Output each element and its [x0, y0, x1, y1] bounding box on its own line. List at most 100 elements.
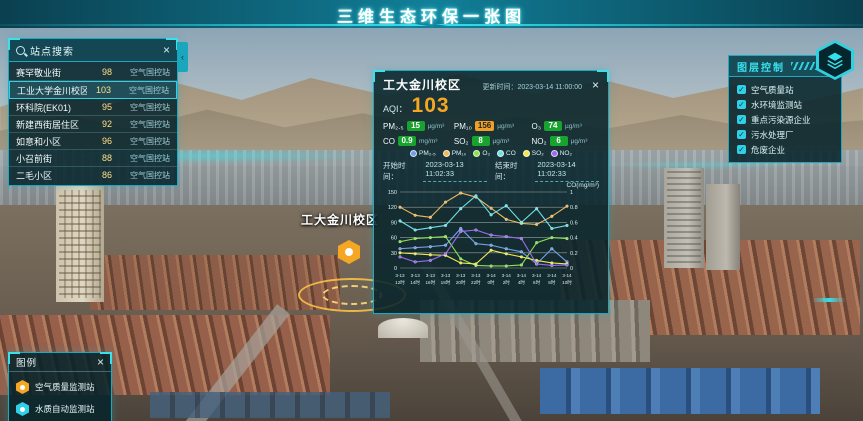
station-aqi-value: 98: [101, 67, 112, 77]
svg-text:3-14: 3-14: [547, 273, 557, 278]
station-aqi-value: 88: [101, 153, 112, 163]
svg-text:14时: 14时: [410, 279, 420, 285]
close-icon[interactable]: ×: [96, 355, 104, 369]
layer-panel-title: 图层控制: [737, 62, 785, 74]
layer-toggle-item[interactable]: ✓ 污水处理厂: [737, 127, 833, 142]
svg-text:3-13: 3-13: [426, 273, 436, 278]
station-type: 空气国控站: [130, 136, 170, 146]
svg-text:0.4: 0.4: [570, 236, 578, 242]
end-time-value[interactable]: 2023-03-14 11:02:33: [535, 160, 599, 182]
legend-series-name: PM₁₀: [451, 150, 467, 157]
time-range-row: 开始时间： 2023-03-13 11:02:33 结束时间： 2023-03-14…: [383, 160, 599, 182]
svg-text:22时: 22时: [471, 279, 481, 285]
aqi-value: 103: [411, 94, 450, 117]
station-panel-header: 站点搜索 ×: [9, 39, 177, 62]
station-type: 空气国控站: [130, 102, 170, 112]
chart-legend-item[interactable]: PM₂.₅: [409, 150, 436, 157]
dome-building: [378, 318, 428, 338]
legend-series-name: NO₂: [559, 150, 572, 157]
pollutant-label: PM₁₀: [453, 121, 472, 131]
layer-list: ✓ 空气质量站 ✓ 水环境监测站 ✓ 重点污染源企业 ✓ 污水处理厂 ✓ 危废企业: [729, 77, 841, 157]
station-hex-icon: [16, 380, 29, 394]
chart-legend-item[interactable]: NO₂: [550, 150, 572, 157]
station-row[interactable]: 新建西街居住区 92 空气国控站: [9, 116, 177, 133]
pollutant-cell: SO₂ 8 µg/m³: [454, 136, 532, 146]
svg-text:150: 150: [388, 190, 397, 196]
svg-text:3-14: 3-14: [562, 273, 572, 278]
svg-text:6时: 6时: [533, 279, 541, 285]
end-time-label: 结束时间：: [495, 161, 518, 181]
pollutant-unit: µg/m³: [492, 137, 510, 145]
checkbox-checked-icon[interactable]: ✓: [737, 100, 746, 109]
layer-toggle-item[interactable]: ✓ 水环境监测站: [737, 97, 833, 112]
svg-text:0: 0: [394, 266, 397, 272]
layer-toggle-item[interactable]: ✓ 空气质量站: [737, 82, 833, 97]
layer-label: 空气质量站: [751, 84, 794, 95]
close-icon[interactable]: ×: [591, 78, 599, 92]
svg-text:2时: 2时: [503, 279, 511, 285]
station-name: 二毛小区: [16, 170, 53, 181]
pollutant-unit: mg/m³: [419, 137, 438, 145]
air-quality-popup: 工大金川校区 更新时间：2023-03-14 11:00:00 × AQI： 1…: [373, 70, 609, 314]
station-row[interactable]: 工业大学金川校区 103 空气国控站: [9, 81, 177, 99]
legend-color-dot: [497, 150, 505, 157]
layer-toggle-item[interactable]: ✓ 重点污染源企业: [737, 112, 833, 127]
legend-series-name: CO: [506, 150, 516, 157]
svg-text:3-13: 3-13: [471, 273, 481, 278]
apartment-blocks: [90, 255, 340, 310]
pollutant-cell: PM₂.₅ 15 µg/m³: [383, 121, 454, 131]
checkbox-checked-icon[interactable]: ✓: [737, 145, 746, 154]
checkbox-checked-icon[interactable]: ✓: [737, 85, 746, 94]
svg-text:16时: 16时: [426, 279, 436, 285]
station-row[interactable]: 环科院(EK01) 95 空气国控站: [9, 99, 177, 116]
title-decor-line-left: [0, 24, 428, 26]
station-name: 工业大学金川校区: [17, 85, 87, 96]
checkbox-checked-icon[interactable]: ✓: [737, 130, 746, 139]
pollutant-label: SO₂: [453, 136, 469, 146]
layer-toggle-item[interactable]: ✓ 危废企业: [737, 142, 833, 157]
industrial-blue-roofs: [540, 368, 820, 414]
pollutant-cell: NO₂ 6 µg/m³: [532, 136, 600, 146]
close-icon[interactable]: ×: [162, 43, 170, 57]
title-bar: 三维生态环保一张图: [0, 0, 863, 28]
station-marker-icon[interactable]: [338, 240, 360, 264]
layer-label: 重点污染源企业: [751, 114, 811, 125]
station-row[interactable]: 二毛小区 86 空气国控站: [9, 167, 177, 183]
station-aqi-value: 92: [101, 119, 112, 129]
update-time: 更新时间：2023-03-14 11:00:00: [483, 82, 582, 92]
pollutant-value-badge: 15: [406, 121, 425, 131]
svg-text:3-14: 3-14: [502, 273, 512, 278]
cyan-boundary-glow: [600, 160, 800, 170]
header-decor-stripes: [791, 62, 821, 70]
industrial-blue-roofs: [150, 392, 390, 418]
station-row[interactable]: 如意和小区 96 空气国控站: [9, 133, 177, 150]
svg-text:3-13: 3-13: [441, 273, 451, 278]
chart-legend-item[interactable]: SO₂: [522, 150, 544, 157]
checkbox-checked-icon[interactable]: ✓: [737, 115, 746, 124]
station-row[interactable]: 小召前街 88 空气国控站: [9, 150, 177, 167]
svg-text:0: 0: [570, 266, 573, 272]
pollutant-label: NO₂: [531, 136, 547, 146]
start-time-value[interactable]: 2023-03-13 11:02:33: [423, 160, 487, 182]
svg-text:18时: 18时: [441, 279, 451, 285]
chart-legend-item[interactable]: PM₁₀: [442, 150, 467, 157]
layer-label: 危废企业: [751, 144, 786, 155]
station-hex-icon: [16, 402, 29, 416]
svg-text:60: 60: [391, 236, 397, 242]
station-name: 环科院(EK01): [16, 102, 72, 113]
layer-label: 污水处理厂: [751, 129, 794, 140]
panel-collapse-tab[interactable]: ‹: [177, 42, 188, 72]
svg-text:8时: 8时: [548, 279, 556, 285]
station-name: 新建西街居住区: [16, 119, 80, 130]
map-legend-label: 空气质量监测站: [35, 382, 95, 392]
page-title: 三维生态环保一张图: [336, 9, 526, 26]
legend-color-dot: [550, 150, 558, 157]
station-row[interactable]: 赛罕敬业街 98 空气国控站: [9, 64, 177, 81]
legend-series-name: PM₂.₅: [418, 150, 436, 157]
chart-legend-item[interactable]: O₃: [473, 150, 490, 157]
legend-item-list: 空气质量监测站 水质自动监测站: [9, 372, 111, 420]
chart-legend-item[interactable]: CO: [497, 150, 516, 157]
pollutant-value-badge: 0.9: [398, 136, 416, 146]
